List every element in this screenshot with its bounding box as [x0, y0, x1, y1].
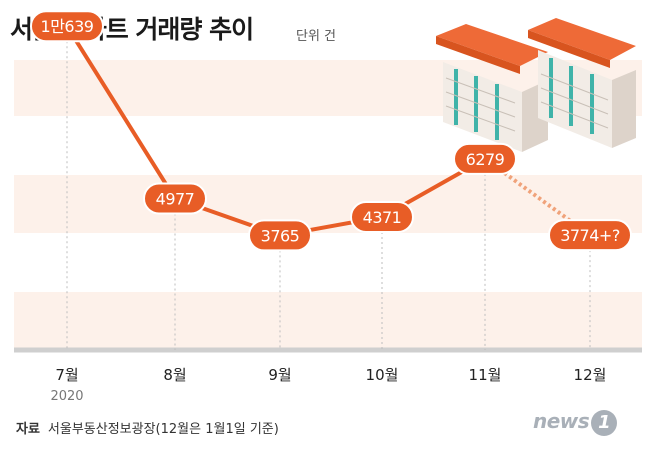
data-label-text: 4977: [156, 190, 195, 209]
unit-label: 단위 건: [296, 29, 337, 44]
source-note: 자료 서울부동산정보광장(12월은 1월1일 기준): [16, 418, 279, 437]
data-label-pill: [350, 200, 414, 233]
logo-text: news: [533, 409, 590, 433]
data-label-pill: [143, 182, 207, 215]
data-label-text: 1만639: [41, 17, 94, 36]
data-label-text: 4371: [363, 208, 402, 227]
apartment-buildings-illustration: [436, 18, 636, 152]
logo-mark: 1: [591, 409, 618, 436]
data-label: 4371: [350, 200, 414, 233]
x-tick-label: 10월: [366, 366, 399, 384]
source-label: 자료: [16, 422, 40, 437]
source-text: 서울부동산정보광장(12월은 1월1일 기준): [47, 422, 279, 437]
band: [14, 175, 642, 233]
data-label: 3765: [248, 219, 312, 252]
year-label: 2020: [50, 389, 83, 400]
data-label-text: 3765: [261, 226, 300, 245]
band: [14, 292, 642, 350]
data-label-text: 3774+?: [560, 226, 620, 245]
data-label-pill: [453, 142, 517, 175]
data-label: 6279: [453, 142, 517, 175]
data-labels: 1만639 4977 3765 4371 6279 3774+?: [30, 10, 632, 252]
x-tick-label: 8월: [163, 366, 186, 384]
x-tick-label: 12월: [574, 366, 607, 384]
vertical-guides: [66, 26, 591, 350]
x-tick-label: 11월: [469, 366, 502, 384]
data-label: 1만639: [30, 10, 104, 43]
data-label: 4977: [143, 182, 207, 215]
news1-logo: news 1: [533, 409, 618, 436]
data-label-pill: [548, 219, 632, 252]
data-label-text: 6279: [466, 150, 505, 169]
line-chart: 1만639 4977 3765 4371 6279 3774+? 7월 8월 9월 10월 11월…: [14, 10, 642, 400]
x-axis-labels: 7월 8월 9월 10월 11월 12월 2020: [50, 366, 606, 400]
data-label: 3774+?: [548, 219, 632, 252]
data-label-pill: [248, 219, 312, 252]
x-tick-label: 9월: [268, 366, 291, 384]
data-label-pill: [30, 10, 104, 43]
x-tick-label: 7월: [55, 366, 78, 384]
